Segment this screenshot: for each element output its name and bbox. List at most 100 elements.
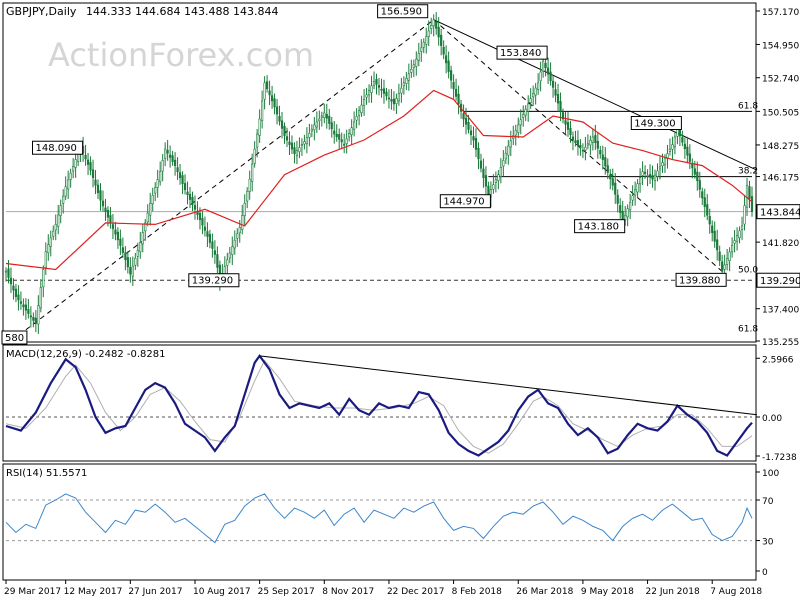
candle xyxy=(696,161,699,191)
candle-body xyxy=(609,174,612,180)
candle xyxy=(203,216,207,237)
candle xyxy=(494,171,497,193)
candle-body xyxy=(206,231,209,237)
candle-body xyxy=(340,139,343,143)
candle-body xyxy=(472,136,475,141)
candle-body xyxy=(745,184,749,208)
candle-body xyxy=(176,167,179,172)
candle-body xyxy=(201,217,204,226)
candle xyxy=(270,85,274,109)
candle xyxy=(86,152,90,176)
date-axis-tick-label: 26 Mar 2018 xyxy=(516,587,573,597)
candle-body xyxy=(450,70,453,81)
candle xyxy=(544,56,547,77)
candle-body xyxy=(101,200,105,207)
candle xyxy=(718,245,721,266)
candle-body xyxy=(77,153,80,162)
candle xyxy=(507,139,510,165)
candle xyxy=(263,76,266,110)
candle-body xyxy=(546,67,550,75)
candle xyxy=(208,229,212,249)
candle xyxy=(156,169,159,198)
candle-body xyxy=(300,144,304,146)
candle xyxy=(740,216,744,241)
candle-body xyxy=(333,130,336,135)
candle xyxy=(233,230,236,255)
candle xyxy=(360,95,363,117)
candle-body xyxy=(211,241,214,249)
candle xyxy=(407,63,410,91)
candle xyxy=(353,111,356,137)
candle xyxy=(318,110,321,130)
candle xyxy=(564,111,567,135)
candle xyxy=(300,138,304,156)
candle-body xyxy=(731,245,734,253)
candle-body xyxy=(335,133,338,137)
candle xyxy=(370,75,373,103)
candle xyxy=(188,186,192,209)
candle xyxy=(497,170,500,190)
candle-body xyxy=(653,174,657,182)
candle xyxy=(104,198,107,221)
candle xyxy=(19,291,23,310)
candle-body xyxy=(390,99,393,102)
candle xyxy=(529,88,532,109)
candle-body xyxy=(367,90,371,96)
candle-body xyxy=(251,163,254,182)
candle-body xyxy=(629,201,632,211)
macd-axis-tick-label: -1.7238 xyxy=(762,453,797,463)
candle-body xyxy=(261,100,264,121)
candle xyxy=(54,214,57,241)
candle xyxy=(114,221,117,241)
candle xyxy=(641,161,644,185)
price-label-6: 139.880 xyxy=(675,272,727,287)
candle-body xyxy=(584,146,587,151)
candle-body xyxy=(278,116,281,122)
candle-body xyxy=(646,175,649,177)
candle-body xyxy=(708,215,711,225)
candle xyxy=(154,182,157,202)
date-axis-tick-label: 8 Nov 2017 xyxy=(322,587,374,597)
date-axis-tick-label: 22 Jun 2018 xyxy=(646,587,700,597)
rsi-axis-tick-label: 100 xyxy=(762,469,779,479)
candle xyxy=(527,95,530,122)
candle xyxy=(517,117,520,139)
candle-body xyxy=(273,98,276,108)
price-label-0: 156.590 xyxy=(377,4,429,19)
candle xyxy=(671,136,674,160)
candle xyxy=(579,139,582,156)
candle-body xyxy=(86,159,90,165)
candle-body xyxy=(323,112,326,118)
candle-body xyxy=(397,93,400,102)
fib-level-label-2: 50.0 xyxy=(738,266,758,276)
candle-body xyxy=(275,106,279,115)
candle-body xyxy=(462,113,465,120)
candle-body xyxy=(208,234,212,243)
candle xyxy=(231,236,234,266)
candle xyxy=(37,295,40,334)
candle-body xyxy=(131,265,134,277)
candle xyxy=(159,161,162,186)
candle xyxy=(554,81,557,103)
candle xyxy=(539,61,542,92)
candle xyxy=(716,229,719,261)
candle-body xyxy=(527,103,530,112)
candle-body xyxy=(328,115,331,124)
rsi-axis-tick-label: 0 xyxy=(762,568,768,578)
price-axis-tick-label: 152.740 xyxy=(762,75,799,85)
candle-body xyxy=(467,121,470,130)
candle-body xyxy=(529,98,532,104)
candle-body xyxy=(681,136,684,143)
candle xyxy=(400,77,403,103)
price-label-8: 580 xyxy=(1,330,28,345)
candle xyxy=(631,185,634,206)
candle-body xyxy=(430,25,433,30)
candle-body xyxy=(484,175,488,187)
candle-body xyxy=(504,152,507,160)
candle xyxy=(345,129,348,154)
candle-body xyxy=(116,231,119,241)
candle-body xyxy=(415,58,418,67)
candle xyxy=(191,191,194,212)
candle-body xyxy=(735,235,739,242)
candle-body xyxy=(256,133,259,148)
